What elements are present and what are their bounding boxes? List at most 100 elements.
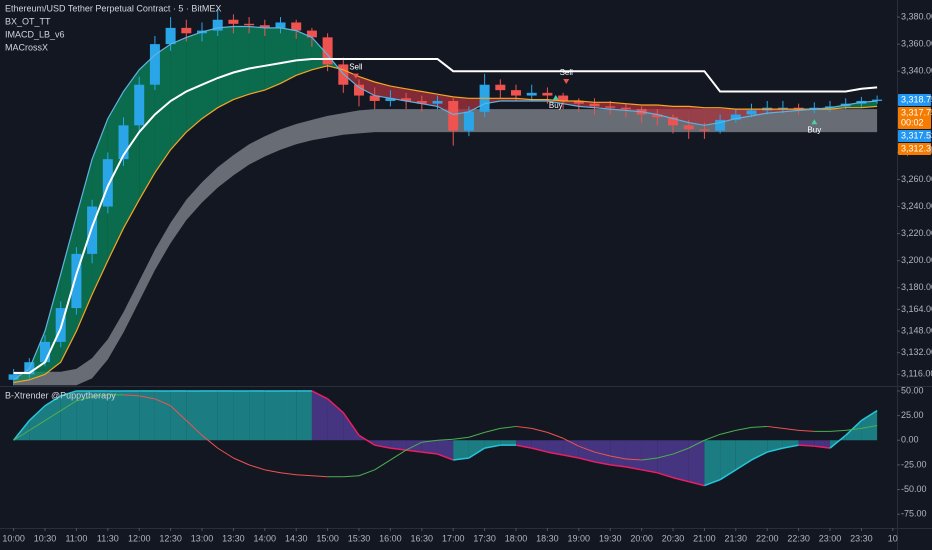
candle-body [699,129,710,131]
candle-body [134,84,145,126]
x-tick-label: 13:30 [222,533,245,543]
xtrender-area [264,390,281,441]
y-tick-label: 3,220.00 [901,228,932,238]
xtrender-area [594,440,611,465]
price-pane: Sell Sell Buy Buy [8,8,883,386]
signal-line [437,438,454,441]
xtrender-area [547,440,564,456]
cloud-segment [233,26,250,100]
xtrender-outline [657,472,674,479]
signal-marker [563,79,570,85]
xtrender-area [657,440,674,478]
x-tick-label: 22:00 [756,533,779,543]
signal-line [29,420,46,431]
signal-line [92,394,108,398]
signal-line [13,429,30,441]
signal-label: Buy [549,101,563,110]
signal-line [861,424,878,429]
y-tick-label: 50.00 [901,385,924,395]
candle-body [244,23,255,26]
x-tick-label: 23:00 [819,533,842,543]
price-label-box [898,129,931,142]
candle-body [620,107,631,110]
x-tick-label: 17:00 [442,533,465,543]
x-tick-label: 14:30 [285,533,308,543]
xtrender-area [845,420,862,441]
slow-line [13,65,878,384]
candle-body [652,114,663,118]
xtrender-area [233,390,250,441]
xtrender-area [374,440,391,449]
signal-line [343,475,360,478]
indicator-name: IMACD_LB_v6 [5,29,65,39]
cloud-segment [688,106,705,126]
xtrender-outline [374,444,391,449]
x-tick-label: 19:30 [599,533,622,543]
cloud-segment [280,27,297,84]
xtrender-area [704,440,721,486]
x-tick-label: 11:30 [97,533,119,543]
signal-line [248,464,265,471]
xtrender-outline [60,390,77,397]
candle-body [746,110,757,115]
signal-line [201,434,219,449]
signal-line [531,427,548,433]
xtrender-outline [625,466,642,471]
y-tick-label: 3,380.00 [901,11,932,21]
xtrender-area [484,440,501,449]
signal-line [358,469,375,477]
cloud-segment [202,27,218,119]
xtrender-outline [406,449,422,453]
signal-line [845,427,862,431]
price-label: 3,312.36 [901,143,932,153]
price-label: 3,318.75 [901,94,932,104]
xtrender-outline [515,444,532,449]
signal-line [735,426,752,431]
x-tick-label: 12:00 [128,533,151,543]
signal-line [185,420,203,436]
xtrender-area [625,440,642,470]
xtrender-area [453,440,469,460]
cloud-segment [390,86,407,101]
xtrender-area [390,440,407,451]
cloud-segment [359,76,375,96]
x-tick-label: 18:00 [505,533,528,543]
xtrender-area [610,440,626,467]
signal-line [421,439,438,443]
xtrender-outline [672,476,689,483]
signal-line [44,410,61,421]
fast-line [13,25,878,381]
x-tick-label: 10:30 [34,533,57,543]
xtrender-outline [44,395,62,407]
xtrender-area [186,390,203,441]
candle-body [495,84,506,91]
xtrender-outline [311,390,328,400]
y-tick-label: 3,164.00 [901,304,932,314]
xtrender-area [311,390,328,441]
candle-body [872,99,883,101]
x-tick-label: 10:00 [2,533,25,543]
xtrender-outline [531,447,548,453]
xtrender-outline [468,447,486,459]
y-tick-label: -25.00 [901,459,927,469]
xtrender-area [782,440,799,449]
signal-line [515,425,532,429]
x-tick-label: 18:30 [536,533,559,543]
xtrender-area [688,440,705,486]
x-tick-label: 21:30 [725,533,748,543]
signal-line [704,433,721,441]
xtrender-area [76,390,93,441]
signal-line [562,437,580,447]
x-tick-label: 16:30 [411,533,434,543]
xtrender-area [673,440,689,482]
xtrender-outline [798,444,815,447]
signal-line [468,431,485,438]
signal-line [311,475,328,478]
candle-body [228,19,239,24]
trail-line [13,58,878,374]
signal-line [688,439,705,449]
y-tick-label: 3,116.00 [901,369,932,379]
x-tick-label: 22:30 [787,533,810,543]
oscillator-title: B-Xtrender @Puppytherapy [5,390,116,400]
xtrender-area [767,440,783,453]
